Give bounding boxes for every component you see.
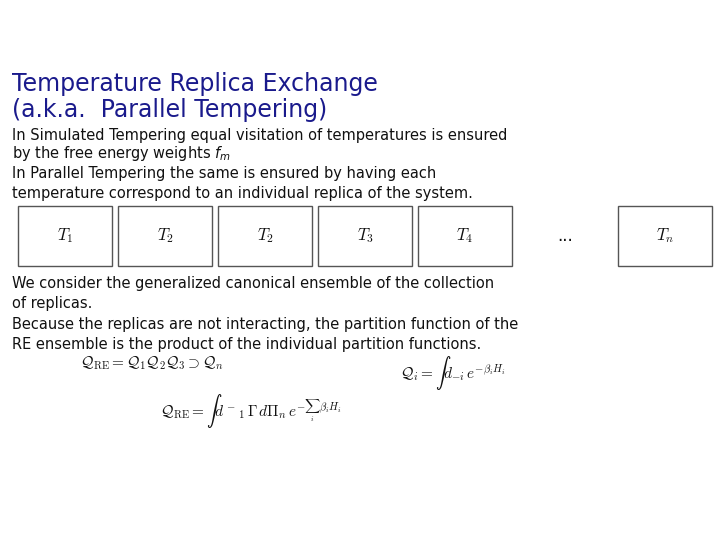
Text: $T_4$: $T_4$ — [456, 227, 474, 246]
Text: TEMPLE: TEMPLE — [58, 16, 150, 36]
Text: $T_2$: $T_2$ — [256, 227, 274, 246]
Bar — [22, 15, 32, 51]
Bar — [18, 206, 112, 266]
Text: ...: ... — [557, 227, 573, 245]
Text: $\mathcal{Q}_{\rm RE}=\int d^-{}_1\,\Gamma\, d\Pi_n\,e^{-\sum_i \beta_i H_i}$: $\mathcal{Q}_{\rm RE}=\int d^-{}_1\,\Gam… — [160, 392, 342, 430]
Bar — [6, 8, 50, 54]
Text: $\mathcal{Q}_i=\int d_{-i}\,e^{-\beta_i H_i}$: $\mathcal{Q}_i=\int d_{-i}\,e^{-\beta_i … — [400, 354, 505, 392]
Bar — [418, 206, 512, 266]
Text: $T_2$: $T_2$ — [156, 227, 174, 246]
Bar — [218, 206, 312, 266]
Text: Temperature Replica Exchange: Temperature Replica Exchange — [12, 72, 378, 96]
Text: In Parallel Tempering the same is ensured by having each
temperature correspond : In Parallel Tempering the same is ensure… — [12, 166, 473, 201]
Text: (a.k.a.  Parallel Tempering): (a.k.a. Parallel Tempering) — [12, 98, 328, 122]
Text: by the free energy weights $f_m$: by the free energy weights $f_m$ — [12, 144, 231, 163]
Bar — [10, 15, 44, 24]
Text: UNIVERSITY·: UNIVERSITY· — [58, 40, 106, 49]
Text: $T_3$: $T_3$ — [356, 227, 374, 246]
Bar — [10, 45, 44, 51]
Text: $\mathcal{Q}_{\rm RE}= \mathcal{Q}_1\mathcal{Q}_2\mathcal{Q}_3\supset \mathcal{Q: $\mathcal{Q}_{\rm RE}= \mathcal{Q}_1\mat… — [80, 354, 223, 372]
Text: $T_n$: $T_n$ — [656, 227, 674, 246]
Bar — [9, 11, 47, 51]
Text: In Simulated Tempering equal visitation of temperatures is ensured: In Simulated Tempering equal visitation … — [12, 128, 508, 143]
Text: We consider the generalized canonical ensemble of the collection
of replicas.
Be: We consider the generalized canonical en… — [12, 276, 518, 352]
Bar — [618, 206, 712, 266]
Text: $T_1$: $T_1$ — [57, 227, 73, 246]
Bar — [118, 206, 212, 266]
Bar — [318, 206, 412, 266]
